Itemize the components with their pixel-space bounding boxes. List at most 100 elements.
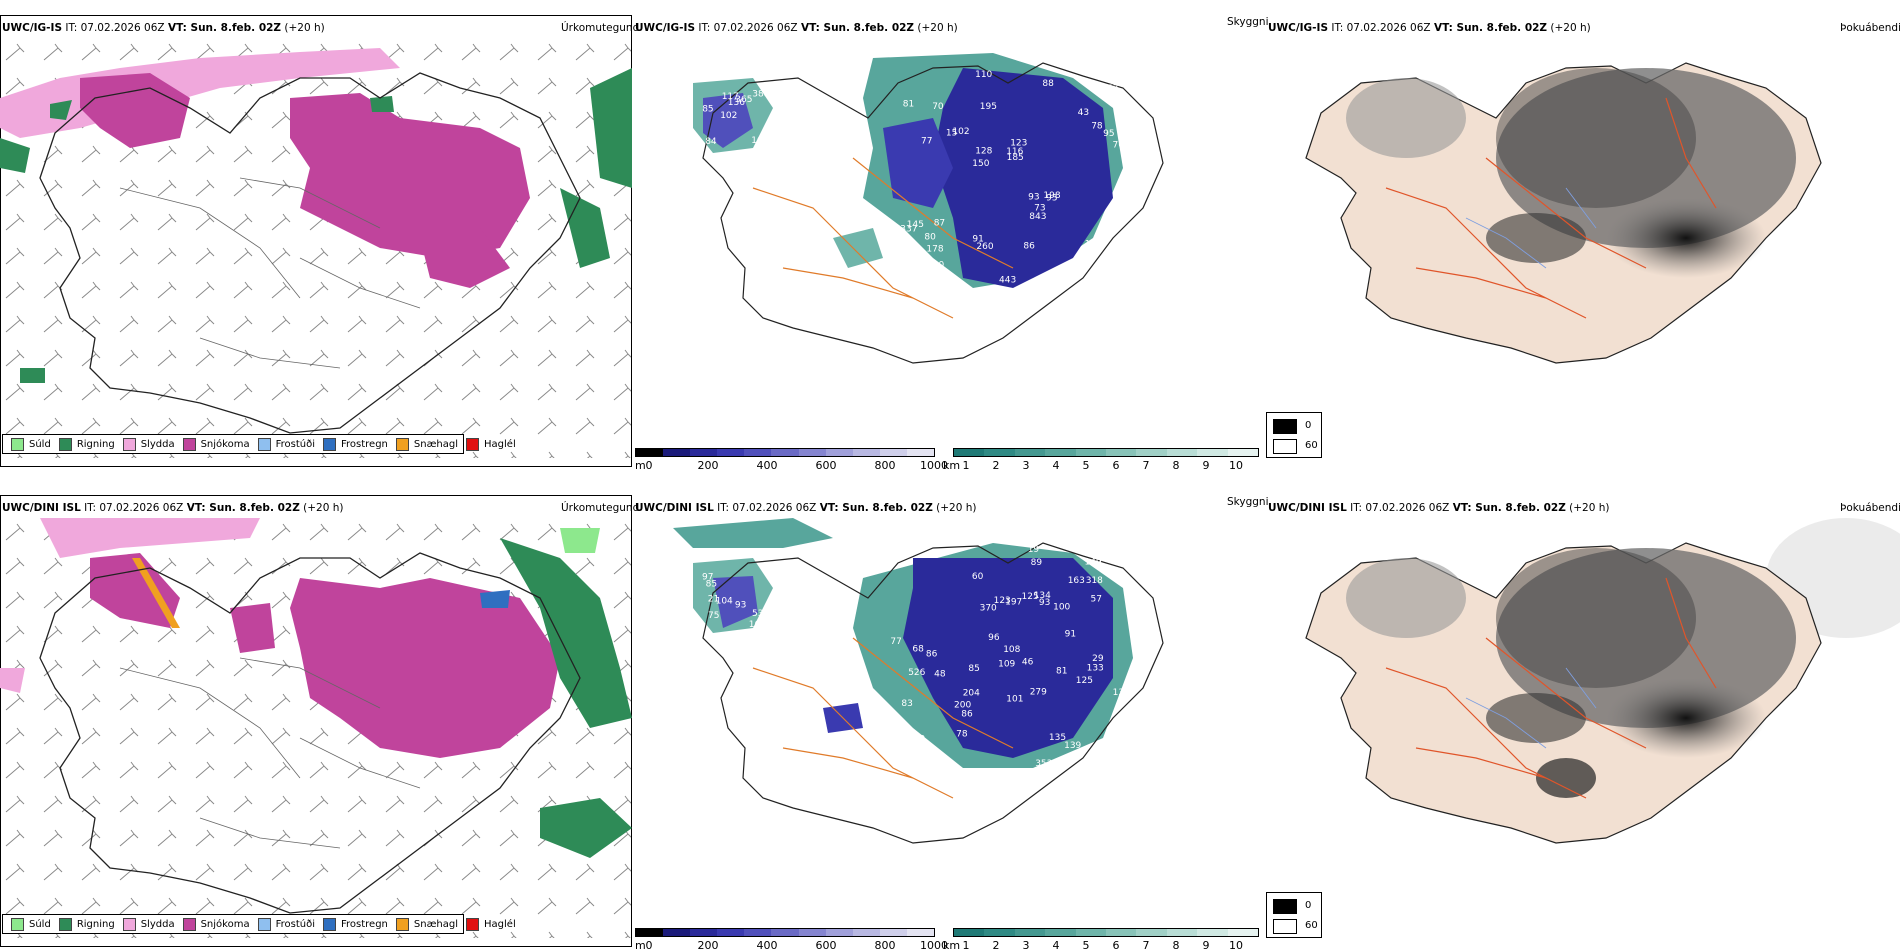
- ceiling-value: 150: [972, 159, 989, 169]
- tick-label: 8: [1172, 459, 1180, 472]
- iceland-map: [1305, 518, 1900, 844]
- legend-swatch: [257, 437, 271, 451]
- legend-label: Súld: [29, 438, 51, 450]
- init-time: IT: 07.02.2026 06Z: [80, 502, 187, 514]
- tick-label: 3: [1022, 939, 1030, 952]
- legend-item: Haglél: [466, 917, 516, 931]
- ceiling-value: 91: [972, 235, 983, 245]
- ceiling-value: 136: [728, 98, 745, 108]
- colorbar-segment: [954, 449, 985, 456]
- tick-label: 7: [1142, 459, 1150, 472]
- legend-item: Frostregn: [323, 437, 388, 451]
- panel-title: UWC/IG-IS IT: 07.02.2026 06Z VT: Sun. 8.…: [635, 22, 958, 34]
- tick-label: 400: [756, 939, 778, 952]
- ceiling-value: 93: [1028, 192, 1039, 202]
- legend-item: Rigning: [58, 917, 115, 931]
- ceiling-value: 209: [908, 735, 925, 745]
- colorbar-segment: [825, 929, 853, 936]
- iceland-coast: [39, 552, 581, 914]
- field-name: Þokuábendi: [1840, 22, 1900, 34]
- ceiling-value: 353: [1035, 759, 1052, 769]
- ceiling-value: 83: [901, 699, 912, 709]
- colorbar-segment: [690, 449, 718, 456]
- legend-swatch: [395, 917, 409, 931]
- ceiling-value: 78: [1091, 122, 1103, 132]
- iceland-map: [0, 39, 632, 458]
- panel-title: UWC/IG-IS IT: 07.02.2026 06Z VT: Sun. 8.…: [1268, 22, 1591, 34]
- colorbar-segment: [879, 449, 907, 456]
- lead-time: (+20 h): [281, 22, 325, 34]
- ceiling-colorbar: [635, 928, 935, 937]
- tick-label: 1000: [920, 459, 948, 472]
- field-name: Úrkomutegund: [561, 502, 640, 514]
- tick-label: 800: [874, 939, 896, 952]
- legend-swatch: [257, 917, 271, 931]
- legend-label: Haglél: [484, 918, 516, 930]
- ceiling-value: 53: [752, 609, 763, 619]
- ceiling-value: 93: [1046, 194, 1057, 204]
- ceiling-value: 21: [708, 594, 719, 604]
- precip-legend: Súld Rigning Slydda Snjókoma Frostúði Fr…: [2, 914, 516, 934]
- colorbar-segment: [954, 929, 985, 936]
- legend-item: Rigning: [58, 437, 115, 451]
- legend-item: Snjókoma: [182, 437, 250, 451]
- ceiling-value: 89: [1031, 558, 1043, 568]
- ceiling-value: 197: [1005, 598, 1022, 608]
- legend-swatch: [11, 917, 24, 931]
- colorbar-segment: [771, 449, 799, 456]
- iceland-map: 164 21 93 97 53 85 75 104 100 123 93 139 86 60 46 83 81 1…: [673, 518, 1164, 844]
- ceiling-value: 86: [961, 710, 973, 720]
- field-name: Þokuábendi: [1840, 502, 1900, 514]
- ceiling-value: 78: [956, 730, 968, 740]
- legend-label: Snæhagl: [413, 438, 459, 450]
- fog-label-white: 60: [1305, 920, 1318, 931]
- precip-patches: [0, 48, 632, 383]
- lead-time: (+20 h): [299, 502, 344, 514]
- legend-label: Rigning: [76, 438, 115, 450]
- valid-time: Sun. 8.feb. 02Z: [1452, 22, 1548, 34]
- tick-label: 6: [1112, 939, 1120, 952]
- colorbar-segment: [852, 929, 880, 936]
- legend-item: Snæhagl: [395, 917, 459, 931]
- ceiling-colorbar: [635, 448, 935, 457]
- map-frame: [0, 495, 632, 947]
- legend-item: Súld: [11, 437, 51, 451]
- valid-label: VT:: [819, 502, 839, 514]
- precip-legend: Súld Rigning Slydda Snjókoma Frostúði Fr…: [2, 434, 516, 454]
- legend-swatch: [323, 917, 336, 931]
- ceiling-value: 76: [1113, 141, 1125, 151]
- ceiling-value: 198: [1043, 191, 1060, 201]
- ceiling-value: 96: [988, 633, 1000, 643]
- legend-label: Haglél: [484, 438, 516, 450]
- field-name: Skyggni: [1227, 16, 1269, 28]
- colorbar-segment: [717, 929, 745, 936]
- ceiling-value: 102: [952, 127, 969, 137]
- tick-label: 0: [645, 459, 653, 472]
- panel-bottom-mid-visibility: UWC/DINI ISL IT: 07.02.2026 06Z VT: Sun.…: [633, 490, 1269, 952]
- legend-label: Snæhagl: [413, 918, 459, 930]
- iceland-coast: [702, 542, 1164, 844]
- tick-label: 10: [1229, 459, 1243, 472]
- legend-label: Snjókoma: [200, 438, 250, 450]
- panel-top-left-precip-type: UWC/IG-IS IT: 07.02.2026 06Z VT: Sun. 8.…: [0, 10, 639, 467]
- tick-label: 3: [1022, 459, 1030, 472]
- ceiling-value: 81: [903, 99, 914, 109]
- valid-label: VT:: [1433, 22, 1453, 34]
- colorbar-segment: [636, 449, 664, 456]
- valid-time: Sun. 8.feb. 02Z: [819, 22, 915, 34]
- ceiling-value: 86: [926, 650, 938, 660]
- init-time: IT: 07.02.2026 06Z: [695, 22, 801, 34]
- ceiling-value: 15: [946, 129, 957, 139]
- legend-label: Slydda: [140, 438, 175, 450]
- ceiling-value: 43: [1078, 108, 1089, 118]
- ceiling-value: 73: [1034, 204, 1045, 214]
- fog-swatch-white: [1273, 919, 1297, 934]
- ceiling-value: 57: [1107, 84, 1118, 94]
- visibility-unit: km: [943, 459, 961, 472]
- legend-label: Snjókoma: [200, 918, 250, 930]
- colorbar-segment: [798, 449, 826, 456]
- ceiling-value: 108: [1003, 645, 1020, 655]
- model-name: UWC/DINI ISL: [1268, 502, 1347, 514]
- model-name: UWC/IG-IS: [2, 22, 63, 34]
- ceiling-value: 125: [1076, 676, 1093, 686]
